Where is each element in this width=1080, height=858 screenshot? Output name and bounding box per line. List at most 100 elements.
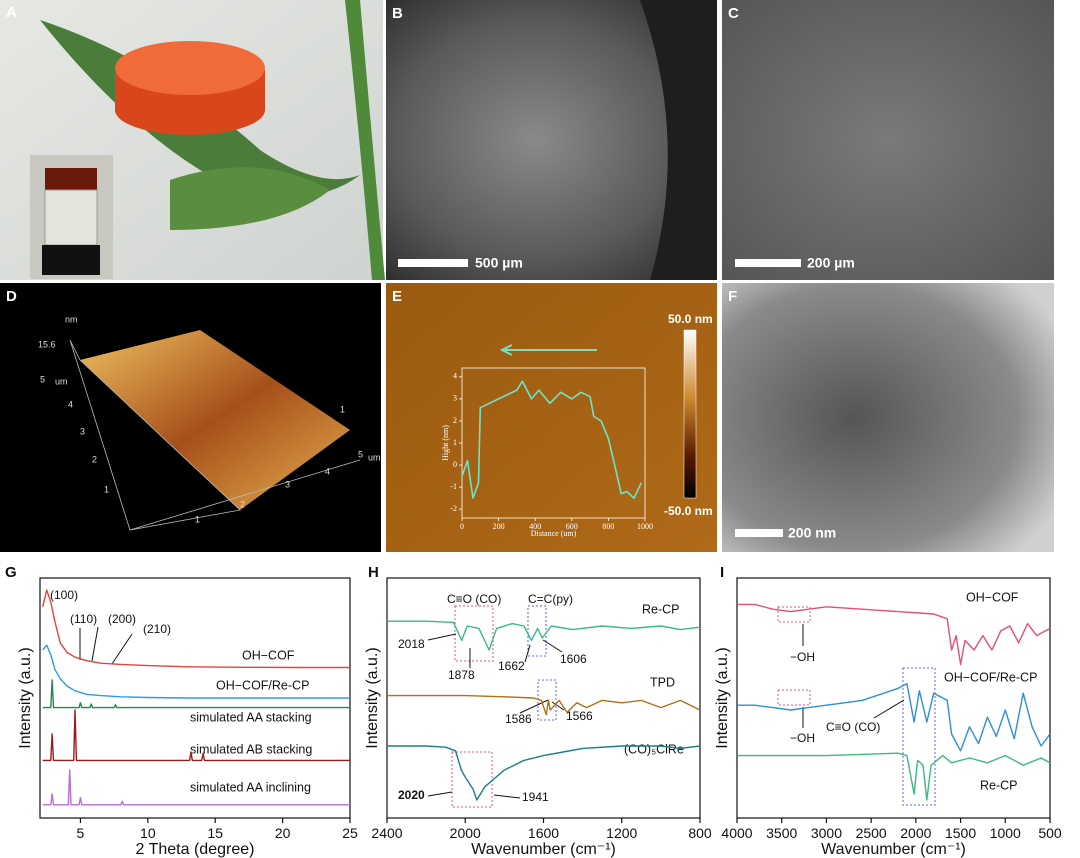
- series-label: OH−COF: [242, 648, 295, 662]
- y-tick: 5: [40, 374, 45, 384]
- series-line: [42, 709, 350, 762]
- panel-d: nm 15.6 5 um 4 3 2 1 1 2 3 4 5 um 1 D: [0, 283, 381, 552]
- y-tick: 3: [80, 426, 85, 436]
- panel-c: 200 µm C: [722, 0, 1054, 280]
- series-label: OH−COF/Re-CP: [216, 678, 309, 692]
- z-max: 15.6: [38, 339, 56, 349]
- series-line: [42, 679, 350, 709]
- series-label: simulated AA inclining: [190, 780, 311, 794]
- series-line: [387, 694, 701, 716]
- x-tick-label: 1600: [528, 825, 559, 841]
- x-tick-label: 2500: [856, 825, 887, 841]
- y-tick-label: 0: [453, 460, 457, 469]
- annotation: 2020: [398, 788, 425, 802]
- annotation: −OH: [790, 731, 815, 745]
- colorbar: [683, 329, 697, 499]
- scale-bar: [398, 259, 468, 267]
- x-axis-label: 2 Theta (degree): [136, 841, 255, 858]
- annotation: 2018: [398, 637, 425, 651]
- panel-e: 50.0 nm -50.0 nm E: [386, 283, 717, 552]
- series-line: [42, 769, 350, 806]
- y-axis-label: Hight (nm): [441, 425, 450, 461]
- y-tick-label: 4: [453, 372, 457, 381]
- scale-bar-label: 200 µm: [807, 255, 855, 271]
- plot-frame: [736, 577, 1051, 819]
- series-line: [737, 603, 1051, 666]
- series-line: [42, 589, 350, 669]
- x-tick-label: 2000: [900, 825, 931, 841]
- y-tick: 4: [68, 399, 73, 409]
- x-axis-label: Distance (um): [531, 529, 577, 538]
- x-unit: um: [368, 452, 381, 462]
- series-label: simulated AB stacking: [190, 742, 312, 756]
- scale-bar: [735, 259, 801, 267]
- x-tick-label: 500: [1038, 825, 1062, 841]
- x-tick: 2: [240, 499, 245, 509]
- axis-frame: [69, 339, 241, 531]
- annotation: 1941: [522, 790, 549, 804]
- y-tick-label: -1: [450, 482, 457, 491]
- highlight-box: [777, 606, 811, 623]
- panel-label: E: [392, 288, 402, 305]
- x-tick-label: 800: [602, 522, 614, 531]
- x-tick-label: 800: [688, 825, 712, 841]
- annotation: (110): [70, 612, 97, 626]
- z-unit: nm: [65, 314, 78, 324]
- plant-stem: [345, 0, 385, 280]
- x-tick-label: 1000: [637, 522, 653, 531]
- annotation: 1606: [560, 652, 587, 666]
- annotation-arrow: [427, 633, 565, 799]
- x-tick-label: 3500: [766, 825, 797, 841]
- panel-label: H: [368, 564, 379, 581]
- x-tick-label: 2000: [450, 825, 481, 841]
- highlight-box: [451, 751, 493, 808]
- z-tick: 1: [340, 404, 345, 414]
- series-line: [737, 682, 1051, 752]
- aerogel-top: [115, 41, 265, 95]
- annotation: (200): [108, 612, 136, 626]
- panel-label: D: [6, 288, 17, 305]
- x-tick-label: 4000: [721, 825, 752, 841]
- x-tick-label: 1000: [990, 825, 1021, 841]
- x-tick-label: 3000: [811, 825, 842, 841]
- highlight-box: [777, 689, 811, 706]
- annotation: (100): [50, 588, 78, 602]
- series-label: Re-CP: [642, 602, 680, 616]
- highlight-box: [527, 605, 547, 657]
- x-tick-label: 600: [566, 522, 578, 531]
- scan-arrow: [499, 344, 597, 356]
- series-label: simulated AA stacking: [190, 710, 312, 724]
- annotation-arrow: [79, 626, 133, 665]
- afm-image: [386, 283, 717, 552]
- panel-b: 500 µm B: [386, 0, 717, 280]
- y-tick: 2: [92, 454, 97, 464]
- panel-a: A: [0, 0, 385, 280]
- annotation-arrow: [802, 624, 905, 728]
- sem-background: [640, 0, 717, 280]
- x-tick-label: 25: [342, 825, 358, 841]
- y-axis-label: Intensity (a.u.): [17, 647, 34, 748]
- panel-label: I: [720, 564, 724, 581]
- x-tick-label: 2400: [371, 825, 402, 841]
- y-tick-label: 3: [453, 394, 457, 403]
- x-axis-label: Wavenumber (cm⁻¹): [471, 841, 616, 858]
- series-label: (CO)₅ClRe: [624, 742, 684, 756]
- panel-label: A: [6, 4, 17, 21]
- y-unit: um: [55, 376, 68, 386]
- x-tick-label: 10: [140, 825, 156, 841]
- series-label: TPD: [650, 675, 675, 689]
- x-tick-label: 0: [460, 522, 464, 531]
- vial-gel: [45, 168, 97, 190]
- annotation: (210): [143, 622, 171, 636]
- y-tick-label: 1: [453, 438, 457, 447]
- vial-cap: [42, 245, 100, 275]
- panel-label: G: [5, 564, 17, 581]
- annotation: 1566: [566, 709, 593, 723]
- scale-bar-label: 200 nm: [788, 525, 836, 541]
- annotation: C=C(py): [528, 592, 573, 606]
- series-label: Re-CP: [980, 778, 1018, 792]
- annotation: 1586: [505, 712, 532, 726]
- series-line: [461, 380, 643, 499]
- x-tick-label: 200: [493, 522, 505, 531]
- x-tick-label: 20: [275, 825, 291, 841]
